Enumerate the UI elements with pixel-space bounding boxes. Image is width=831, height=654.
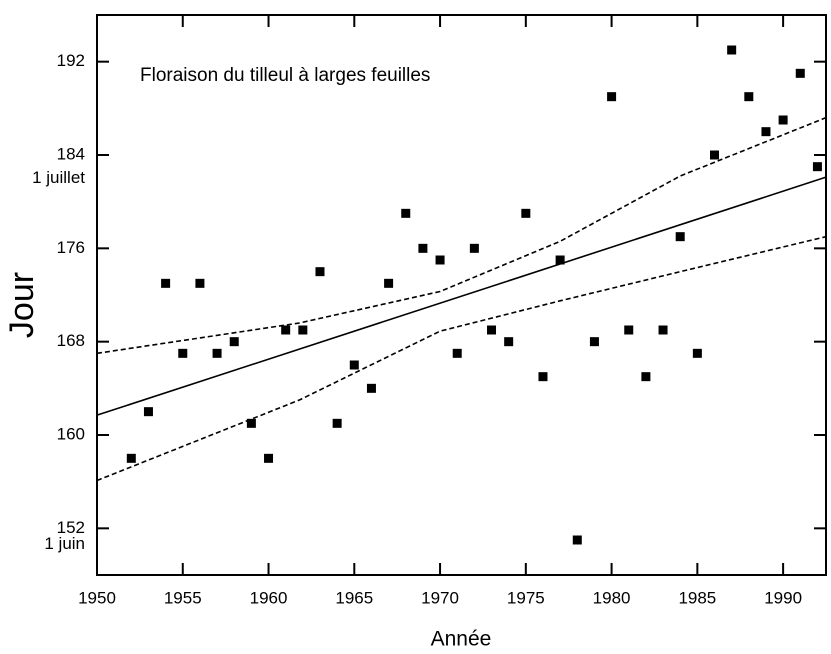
point [658,325,668,335]
x-tick-label: 1980 [593,588,631,607]
y-tick-label: 168 [57,331,85,350]
point [589,337,599,347]
x-tick-label: 1975 [507,588,545,607]
point [795,68,805,78]
point [692,348,702,358]
chart-title: Floraison du tilleul à larges feuilles [140,65,430,86]
point [521,208,531,218]
point [744,92,754,102]
point [161,278,171,288]
point [349,360,359,370]
point [504,337,514,347]
point [641,372,651,382]
regression-line [96,176,827,416]
point [469,243,479,253]
date-label: 1 juillet [32,168,85,187]
point [401,208,411,218]
point [418,243,428,253]
point [624,325,634,335]
x-tick-label: 1985 [678,588,716,607]
confidence-lower [96,235,827,482]
point [212,348,222,358]
point [229,337,239,347]
point [812,162,822,172]
point [675,232,685,242]
date-label: 1 juin [44,534,85,553]
point [761,127,771,137]
x-tick-label: 1990 [764,588,802,607]
point [452,348,462,358]
point [126,453,136,463]
point [332,418,342,428]
point [143,407,153,417]
point [778,115,788,125]
y-tick-label: 176 [57,238,85,257]
point [366,383,376,393]
confidence-upper [96,116,827,355]
point [727,45,737,55]
x-tick-label: 1955 [164,588,202,607]
point [281,325,291,335]
point [607,92,617,102]
point [538,372,548,382]
point [487,325,497,335]
x-tick-label: 1970 [421,588,459,607]
point [555,255,565,265]
x-axis-label: Année [431,628,492,651]
plot-frame [96,14,827,576]
point [298,325,308,335]
point [178,348,188,358]
point [710,150,720,160]
y-tick-label: 160 [57,424,85,443]
y-tick-label: 184 [57,144,85,163]
y-tick-label: 152 [57,518,85,537]
y-axis-label: Jour [3,272,41,338]
x-tick-label: 1965 [335,588,373,607]
point [264,453,274,463]
point [315,267,325,277]
point [572,535,582,545]
point [195,278,205,288]
point [246,418,256,428]
x-tick-label: 1960 [250,588,288,607]
y-tick-label: 192 [57,51,85,70]
point [384,278,394,288]
point [435,255,445,265]
x-tick-label: 1950 [78,588,116,607]
